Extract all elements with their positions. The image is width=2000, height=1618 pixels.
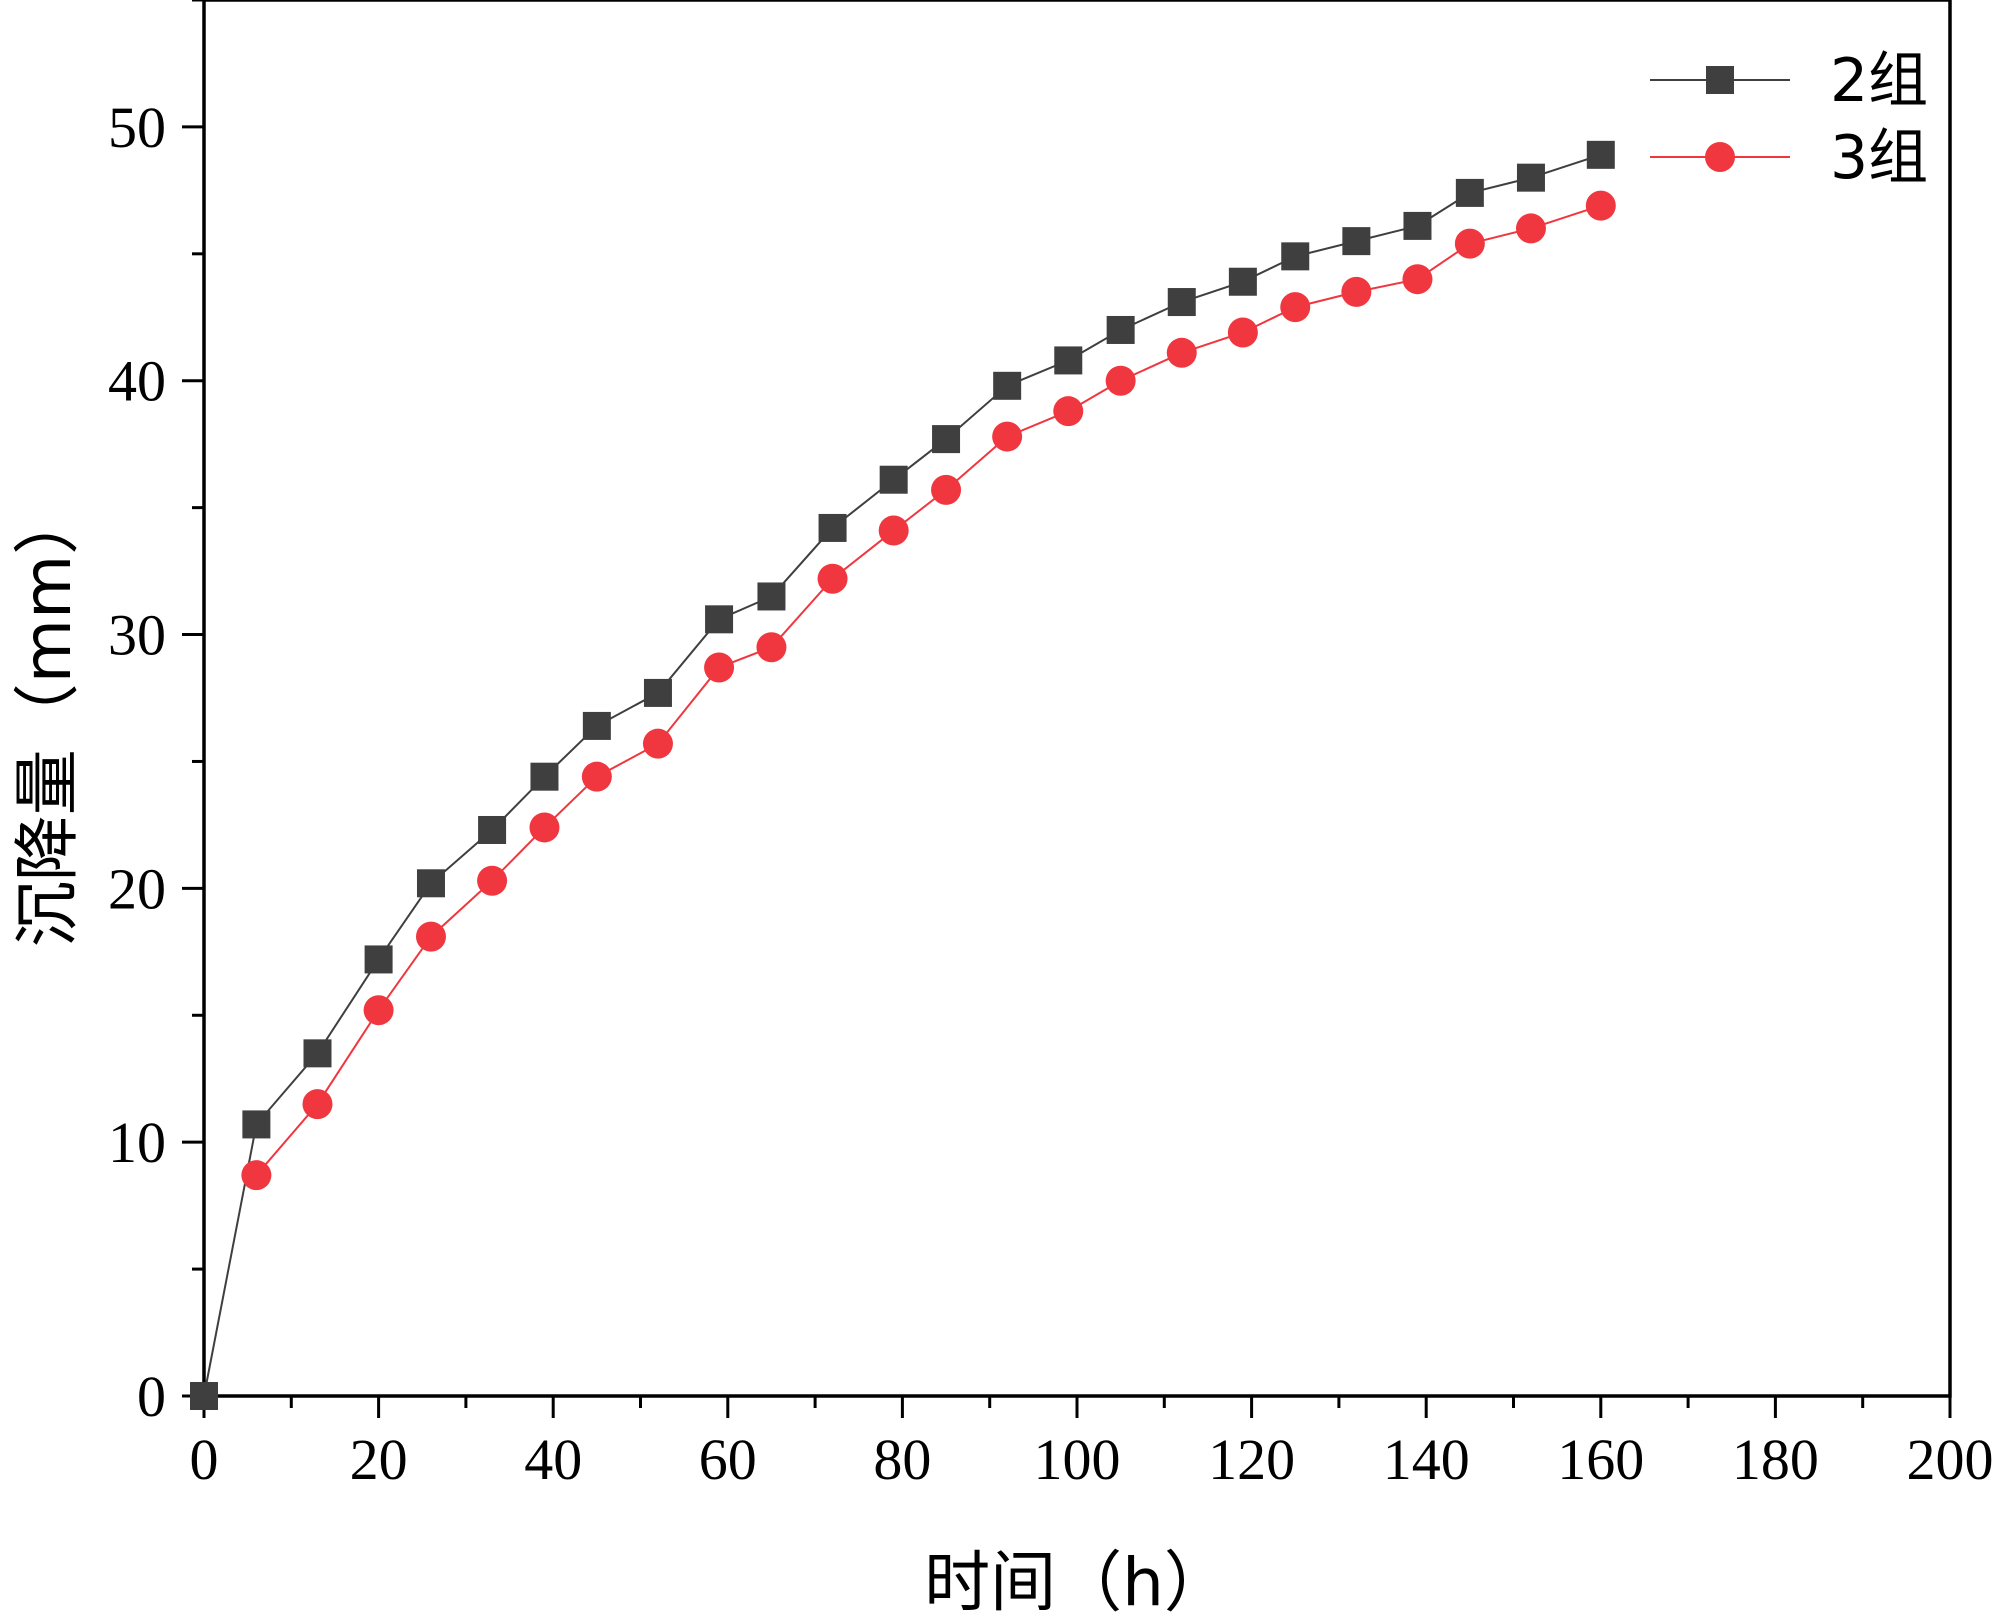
data-point: [931, 474, 962, 505]
data-point: [992, 421, 1023, 452]
y-axis-title: 沉降量（mm）: [9, 489, 86, 948]
data-point: [1586, 140, 1615, 169]
data-point: [302, 1089, 333, 1120]
series-1: [190, 140, 1615, 1410]
data-point: [1281, 242, 1310, 271]
data-point: [582, 711, 611, 740]
data-point: [303, 1039, 332, 1068]
data-point: [818, 513, 847, 542]
data-point: [1454, 228, 1485, 259]
data-point: [1402, 264, 1433, 295]
data-point: [1227, 317, 1258, 348]
x-tick-label: 80: [873, 1427, 931, 1492]
series-line: [255, 204, 1602, 1176]
data-point: [932, 425, 961, 454]
data-point: [415, 921, 446, 952]
data-point: [1105, 365, 1136, 396]
data-point: [878, 515, 909, 546]
x-tick-label: 140: [1383, 1427, 1470, 1492]
x-tick-label: 160: [1557, 1427, 1644, 1492]
y-tick-label: 40: [108, 349, 166, 414]
data-point: [1516, 163, 1545, 192]
data-point: [993, 371, 1022, 400]
data-point: [756, 632, 787, 663]
data-point: [530, 762, 559, 791]
data-point: [1166, 337, 1197, 368]
data-point: [1054, 346, 1083, 375]
data-point: [642, 728, 673, 759]
x-tick-label: 40: [524, 1427, 582, 1492]
data-point: [477, 865, 508, 896]
x-axis-title: 时间（h）: [924, 1544, 1230, 1618]
data-point: [705, 605, 734, 634]
y-tick-label: 30: [108, 603, 166, 668]
data-point: [1585, 190, 1616, 221]
data-point: [1228, 267, 1257, 296]
axis-tick-labels: 0 20 40 60 80 100 120 140 160 180 200 0 10 20 30 40 50: [108, 95, 1994, 1492]
x-tick-label: 180: [1732, 1427, 1819, 1492]
data-point: [879, 465, 908, 494]
data-point: [1167, 288, 1196, 317]
legend-label: 2组: [1830, 46, 1928, 116]
legend-item: 3组: [1650, 123, 1928, 193]
x-tick-label: 0: [190, 1427, 219, 1492]
x-tick-label: 200: [1907, 1427, 1994, 1492]
data-point: [190, 1382, 218, 1410]
x-tick-label: 20: [350, 1427, 408, 1492]
x-tick-label: 60: [699, 1427, 757, 1492]
x-tick-label: 120: [1208, 1427, 1295, 1492]
data-point: [242, 1110, 271, 1139]
data-point: [364, 945, 393, 974]
series-layer: [190, 140, 1616, 1410]
data-point: [643, 678, 672, 707]
y-tick-label: 0: [137, 1364, 166, 1429]
legend-marker: [1705, 142, 1735, 172]
data-point: [581, 761, 612, 792]
x-tick-label: 100: [1034, 1427, 1121, 1492]
data-point: [529, 812, 560, 843]
plot-frame: [202, 0, 1952, 1398]
y-tick-label: 20: [108, 856, 166, 921]
data-point: [1280, 292, 1311, 323]
data-point: [704, 652, 735, 683]
legend-label: 3组: [1830, 123, 1928, 193]
data-point: [363, 995, 394, 1026]
y-tick-label: 10: [108, 1110, 166, 1175]
y-tick-label: 50: [108, 95, 166, 160]
data-point: [1455, 178, 1484, 207]
axis-ticks: [182, 0, 1952, 1418]
data-point: [1341, 276, 1372, 307]
data-point: [1106, 315, 1135, 344]
data-point: [416, 869, 445, 898]
data-point: [817, 563, 848, 594]
legend-item: 2组: [1650, 46, 1928, 116]
data-point: [478, 815, 507, 844]
data-point: [241, 1160, 272, 1191]
data-point: [1403, 211, 1432, 240]
series-2: [241, 190, 1616, 1191]
data-point: [1515, 213, 1546, 244]
data-point: [757, 582, 786, 611]
data-point: [1053, 396, 1084, 427]
series-line: [203, 153, 1602, 1397]
data-point: [1342, 227, 1371, 256]
legend-marker: [1706, 66, 1734, 94]
